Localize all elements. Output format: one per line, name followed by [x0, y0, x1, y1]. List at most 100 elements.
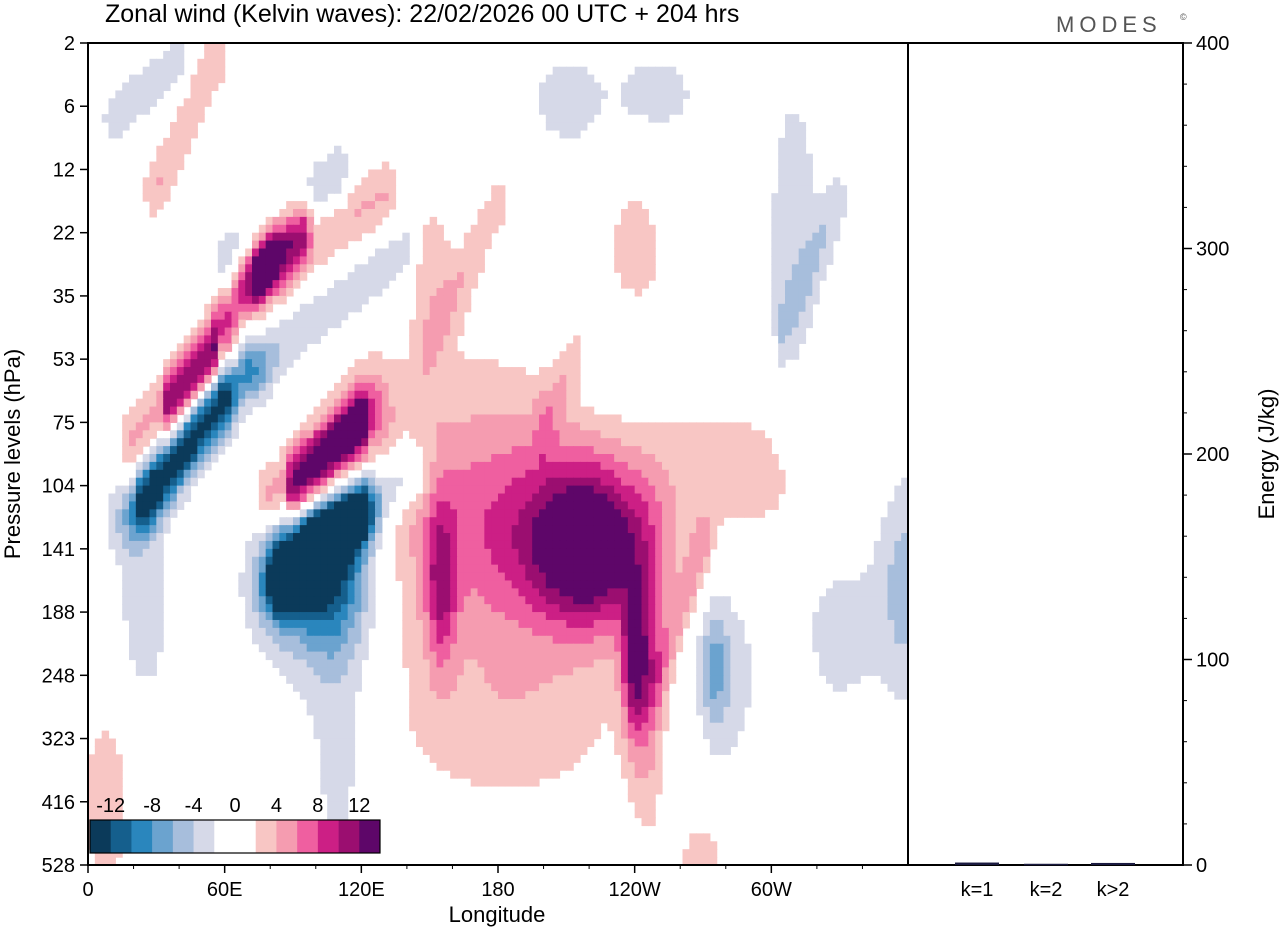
heatmap-cell — [532, 675, 540, 684]
heatmap-cell — [477, 588, 485, 597]
heatmap-cell — [306, 699, 315, 708]
heatmap-cell — [272, 224, 280, 234]
colorbar-label: -8 — [143, 795, 161, 817]
heatmap-cell — [812, 288, 820, 297]
heatmap-cell — [662, 612, 670, 621]
heatmap-cell — [340, 722, 349, 732]
heatmap-cell — [156, 161, 164, 171]
heatmap-cell — [238, 303, 246, 313]
heatmap-cell — [586, 114, 595, 123]
heatmap-cell — [354, 683, 362, 692]
heatmap-cell — [566, 588, 574, 597]
heatmap-cell — [340, 295, 349, 305]
heatmap-cell — [696, 635, 704, 645]
heatmap-cell — [224, 414, 233, 423]
heatmap-cell — [265, 351, 274, 360]
heatmap-cell — [662, 683, 670, 692]
heatmap-cell — [668, 454, 677, 463]
heatmap-cell — [525, 762, 533, 771]
heatmap-cell — [545, 659, 554, 668]
heatmap-cell — [504, 714, 513, 724]
heatmap-cell — [422, 351, 431, 360]
heatmap-cell — [279, 232, 287, 242]
heatmap-cell — [525, 564, 533, 574]
heatmap-cell — [607, 691, 615, 700]
heatmap-cell — [375, 256, 383, 265]
heatmap-cell — [293, 216, 301, 226]
heatmap-cell — [484, 359, 492, 368]
heatmap-cell — [504, 446, 513, 455]
heatmap-cell — [634, 706, 643, 716]
heatmap-cell — [265, 280, 274, 289]
heatmap-cell — [498, 430, 506, 439]
heatmap-cell — [634, 548, 643, 558]
heatmap-cell — [340, 809, 349, 819]
heatmap-cell — [313, 256, 321, 265]
heatmap-cell — [559, 635, 567, 645]
heatmap-cell — [286, 612, 294, 621]
heatmap-cell — [573, 501, 581, 510]
heatmap-cell — [211, 74, 219, 84]
heatmap-cell — [457, 264, 465, 273]
heatmap-cell — [545, 548, 554, 558]
heatmap-cell — [525, 509, 533, 518]
heatmap-cell — [443, 248, 451, 257]
heatmap-cell — [381, 367, 390, 376]
heatmap-cell — [600, 556, 608, 566]
heatmap-cell — [320, 485, 328, 495]
heatmap-cell — [525, 675, 533, 684]
heatmap-cell — [347, 414, 356, 423]
heatmap-cell — [395, 256, 403, 265]
heatmap-cell — [149, 540, 157, 550]
heatmap-cell — [621, 540, 629, 550]
heatmap-cell — [436, 643, 444, 653]
heatmap-cell — [552, 461, 561, 471]
heatmap-cell — [832, 201, 841, 210]
heatmap-cell — [703, 643, 711, 653]
heatmap-cell — [716, 659, 725, 668]
heatmap-cell — [675, 477, 684, 487]
heatmap-cell — [381, 359, 390, 368]
heatmap-cell — [327, 667, 335, 676]
heatmap-cell — [395, 477, 403, 487]
heatmap-cell — [463, 588, 472, 597]
heatmap-cell — [627, 517, 636, 526]
heatmap-cell — [204, 98, 212, 107]
heatmap-cell — [539, 564, 547, 574]
heatmap-cell — [293, 438, 301, 447]
heatmap-cell — [149, 398, 157, 408]
heatmap-cell — [518, 406, 526, 416]
heatmap-cell — [805, 319, 813, 329]
heatmap-cell — [552, 438, 561, 447]
heatmap-cell — [122, 430, 130, 439]
heatmap-cell — [457, 706, 465, 716]
heatmap-cell — [443, 335, 451, 344]
heatmap-cell — [156, 390, 164, 400]
heatmap-cell — [375, 438, 383, 447]
heatmap-cell — [668, 430, 677, 439]
heatmap-cell — [334, 501, 342, 510]
heatmap-cell — [197, 438, 205, 447]
heatmap-cell — [354, 446, 362, 455]
heatmap-cell — [641, 548, 649, 558]
heatmap-cell — [545, 493, 554, 503]
heatmap-cell — [279, 359, 287, 368]
heatmap-cell — [170, 454, 178, 463]
heatmap-cell — [621, 232, 629, 242]
heatmap-cell — [559, 604, 567, 613]
heatmap-cell — [122, 604, 130, 613]
heatmap-cell — [272, 493, 280, 503]
heatmap-cell — [252, 572, 260, 582]
heatmap-cell — [607, 659, 615, 668]
heatmap-cell — [867, 572, 875, 582]
heatmap-cell — [190, 422, 198, 431]
heatmap-cell — [627, 785, 636, 795]
heatmap-cell — [477, 501, 485, 510]
heatmap-cell — [600, 691, 608, 700]
heatmap-cell — [279, 659, 287, 668]
heatmap-cell — [634, 691, 643, 700]
heatmap-cell — [627, 74, 636, 84]
heatmap-cell — [416, 651, 424, 661]
heatmap-cell — [791, 248, 800, 257]
heatmap-cell — [457, 604, 465, 613]
